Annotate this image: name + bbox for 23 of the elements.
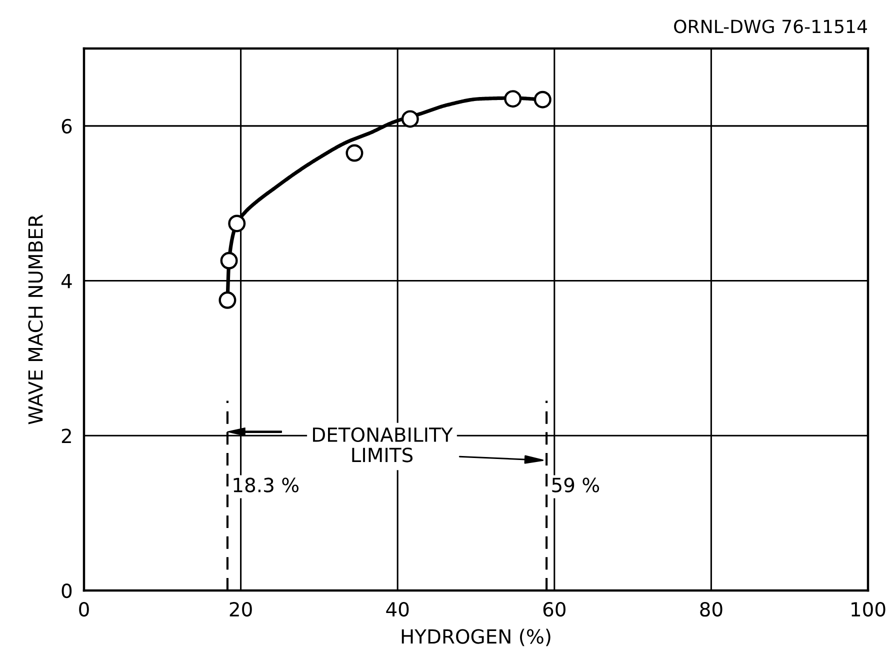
point <box>534 90 552 108</box>
ref-line-label: 59 % <box>552 478 600 492</box>
x-tick-label: 40 <box>386 602 409 617</box>
y-axis-title: WAVE MACH NUMBER <box>28 214 43 424</box>
point <box>228 214 246 232</box>
text: ORNL-DWG 76-11514 <box>674 20 867 34</box>
y-tick-label: 4 <box>61 274 72 288</box>
ref-line-label: 18.3 % <box>234 478 299 492</box>
x-tick-label: 100 <box>852 602 886 617</box>
point <box>218 291 236 309</box>
x-tick-label: 80 <box>700 602 722 617</box>
y-tick-label: 0 <box>62 583 72 598</box>
point <box>346 144 364 162</box>
point <box>220 252 238 270</box>
point <box>504 90 522 108</box>
x-axis-title: HYDROGEN (%) <box>402 628 550 646</box>
y-tick-label: 2 <box>62 428 71 444</box>
point <box>401 110 419 128</box>
y-tick-label: 6 <box>62 118 72 134</box>
x-tick-label: 0 <box>79 602 89 617</box>
x-tick-label: 20 <box>230 602 252 617</box>
annotation: DETONABILITY LIMITS <box>313 427 453 462</box>
x-tick-label: 60 <box>543 602 566 617</box>
